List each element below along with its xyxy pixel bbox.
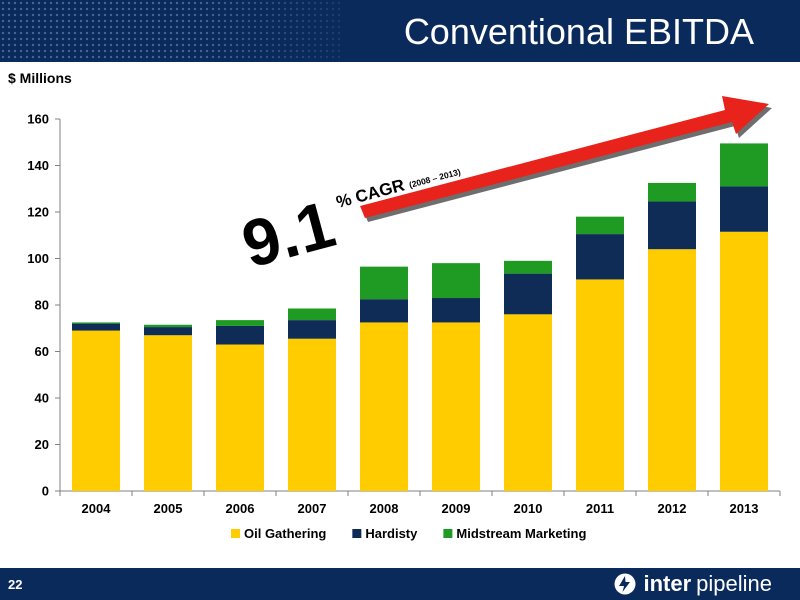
bar-hardisty-2009: [432, 298, 480, 323]
bar-hardisty-2005: [144, 327, 192, 336]
bar-midstream-marketing-2004: [72, 322, 120, 324]
y-tick-label: 80: [35, 298, 49, 313]
bar-midstream-marketing-2010: [504, 260, 552, 274]
y-tick-label: 20: [35, 437, 49, 452]
bar-hardisty-2012: [648, 201, 696, 250]
bar-oil-gathering-2005: [144, 335, 192, 491]
bar-oil-gathering-2008: [360, 322, 408, 491]
bar-oil-gathering-2010: [504, 314, 552, 491]
bar-hardisty-2004: [72, 323, 120, 331]
stacked-bar-chart: 0 20 40 60 80 100 120 140 160 2004 2005 2006 2007 200…: [27, 96, 781, 541]
y-tick-label: 160: [27, 112, 49, 127]
x-tick-label: 2005: [154, 501, 183, 516]
inter-pipeline-logo-icon: [614, 573, 636, 595]
bar-hardisty-2008: [360, 299, 408, 323]
bar-hardisty-2007: [288, 320, 336, 339]
brand-bold: inter: [643, 571, 692, 596]
y-axis-units-label: $ Millions: [8, 70, 72, 86]
legend-swatch-hardisty: [352, 529, 362, 538]
inter-pipeline-logo: inter pipeline: [614, 571, 772, 597]
bar-midstream-marketing-2005: [144, 324, 192, 328]
x-tick-label: 2009: [442, 501, 471, 516]
y-tick-label: 60: [35, 344, 49, 359]
bar-oil-gathering-2006: [216, 344, 264, 491]
bar-oil-gathering-2012: [648, 249, 696, 491]
bar-hardisty-2006: [216, 325, 264, 345]
x-tick-label: 2012: [658, 501, 687, 516]
y-tick-label: 120: [27, 205, 49, 220]
bar-hardisty-2011: [576, 234, 624, 280]
bar-oil-gathering-2007: [288, 338, 336, 491]
y-tick-label: 0: [42, 484, 49, 499]
bar-midstream-marketing-2013: [720, 143, 768, 187]
bar-midstream-marketing-2009: [432, 263, 480, 299]
x-tick-label: 2007: [298, 501, 327, 516]
brand-regular: pipeline: [696, 571, 772, 596]
bar-midstream-marketing-2012: [648, 182, 696, 202]
bar-midstream-marketing-2007: [288, 308, 336, 321]
legend-label-hardisty: Hardisty: [365, 526, 418, 541]
legend-swatch-midstream-marketing: [443, 529, 453, 538]
legend-swatch-oil-gathering: [231, 529, 240, 538]
slide-title: Conventional EBITDA: [403, 11, 754, 52]
bar-oil-gathering-2013: [720, 231, 768, 491]
x-tick-label: 2008: [370, 501, 399, 516]
cagr-arrow: [360, 96, 769, 218]
y-tick-label: 40: [35, 391, 49, 406]
bar-oil-gathering-2011: [576, 279, 624, 491]
x-tick-label: 2011: [586, 501, 614, 516]
x-tick-label: 2010: [514, 501, 543, 516]
header-bar: Conventional EBITDA: [0, 0, 800, 62]
bar-hardisty-2013: [720, 186, 768, 232]
bar-oil-gathering-2004: [72, 330, 120, 491]
y-tick-label: 100: [27, 251, 49, 266]
x-tick-label: 2006: [226, 501, 255, 516]
legend-label-midstream-marketing: Midstream Marketing: [456, 526, 586, 541]
bar-hardisty-2010: [504, 273, 552, 315]
x-tick-label: 2004: [82, 501, 112, 516]
y-tick-label: 140: [27, 158, 49, 173]
x-tick-label: 2013: [730, 501, 759, 516]
bar-midstream-marketing-2008: [360, 266, 408, 300]
page-number: 22: [8, 577, 23, 592]
bar-midstream-marketing-2011: [576, 216, 624, 235]
bar-oil-gathering-2009: [432, 322, 480, 491]
bar-midstream-marketing-2006: [216, 320, 264, 326]
legend-label-oil-gathering: Oil Gathering: [244, 526, 326, 541]
footer-bar: 22 inter pipeline: [0, 568, 800, 600]
cagr-big-number: 9.1: [234, 186, 342, 281]
